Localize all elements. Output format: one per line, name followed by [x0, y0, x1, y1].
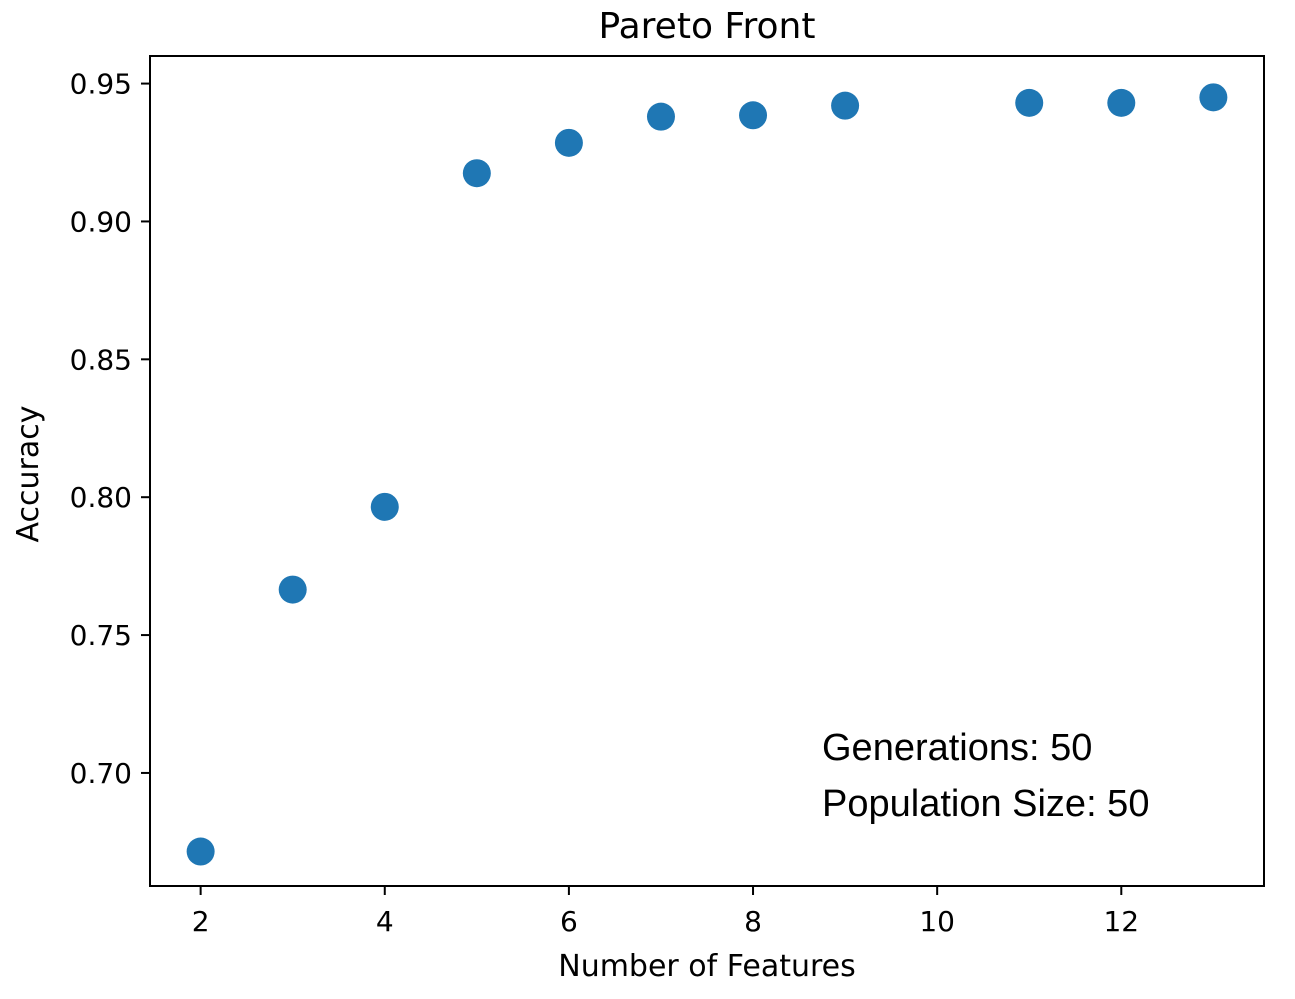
y-tick-label: 0.80: [70, 481, 132, 514]
plot-area-frame: [149, 55, 1265, 887]
data-point: [186, 837, 215, 866]
data-point: [278, 575, 307, 604]
data-point: [831, 91, 860, 120]
x-tick-label: 12: [1103, 905, 1139, 938]
scatter-points: [186, 83, 1228, 866]
x-tick-label: 4: [376, 905, 394, 938]
annotation-generations: Generations: 50: [822, 727, 1092, 769]
chart-title: Pareto Front: [599, 6, 816, 47]
data-point: [1015, 88, 1044, 117]
y-axis: 0.70 0.75 0.80 0.85 0.90 0.95: [70, 68, 150, 790]
x-axis-label: Number of Features: [558, 949, 856, 984]
data-point: [1107, 88, 1136, 117]
annotation-population-size: Population Size: 50: [822, 783, 1149, 825]
data-point: [646, 102, 675, 131]
data-point: [1199, 83, 1228, 112]
data-point: [370, 492, 399, 521]
y-tick-label: 0.95: [70, 68, 132, 101]
x-axis: 2 4 6 8 10 12: [192, 886, 1139, 938]
y-tick-label: 0.70: [70, 757, 132, 790]
y-tick-label: 0.90: [70, 205, 132, 238]
x-tick-label: 6: [560, 905, 578, 938]
data-point: [554, 128, 583, 157]
y-axis-label: Accuracy: [11, 406, 46, 543]
x-tick-label: 8: [744, 905, 762, 938]
data-point: [462, 159, 491, 188]
y-tick-label: 0.75: [70, 619, 132, 652]
x-tick-label: 10: [919, 905, 955, 938]
x-tick-label: 2: [192, 905, 210, 938]
y-tick-label: 0.85: [70, 343, 132, 376]
data-point: [739, 101, 768, 130]
